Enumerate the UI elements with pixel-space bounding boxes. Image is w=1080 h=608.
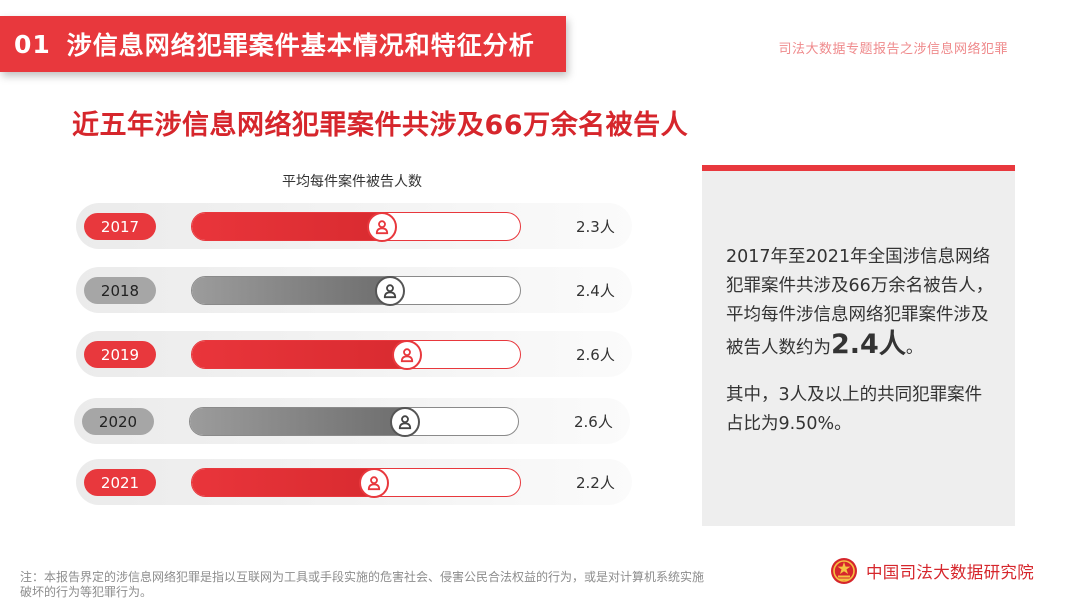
info-paragraph: 2017年至2021年全国涉信息网络犯罪案件共涉及66万余名被告人，平均每件涉信… <box>726 243 996 363</box>
value-label: 2.4人 <box>576 282 615 300</box>
footnote: 注：本报告界定的涉信息网络犯罪是指以互联网为工具或手段实施的危害社会、侵害公民合… <box>20 570 705 599</box>
bar-track <box>191 468 521 498</box>
info-text-before: 2017年至2021年全国涉信息网络犯罪案件共涉及66万余名被告人，平均每件涉信… <box>726 247 994 358</box>
bar-fill <box>190 408 405 435</box>
page-subtitle: 近五年涉信息网络犯罪案件共涉及66万余名被告人 <box>72 110 689 141</box>
info-box: 2017年至2021年全国涉信息网络犯罪案件共涉及66万余名被告人，平均每件涉信… <box>702 165 1015 526</box>
person-icon <box>389 407 420 437</box>
year-label: 2021 <box>84 469 156 496</box>
bar-fill <box>192 469 374 496</box>
person-icon <box>375 276 405 306</box>
bar-track <box>191 276 521 306</box>
org-logo: 中国司法大数据研究院 <box>830 556 1034 586</box>
person-icon <box>366 212 397 242</box>
bar-track <box>191 212 521 242</box>
section-number: 01 <box>14 29 51 59</box>
info-text-after: 。 <box>905 338 924 358</box>
bar-fill <box>192 341 407 368</box>
person-icon <box>391 340 422 370</box>
chart-row-2017: 2017 2.3人 <box>76 203 632 249</box>
year-label: 2019 <box>84 341 156 368</box>
year-label: 2020 <box>82 408 154 435</box>
org-name: 中国司法大数据研究院 <box>866 563 1034 582</box>
value-label: 2.2人 <box>576 474 615 492</box>
court-emblem-icon <box>831 558 857 584</box>
section-title: 涉信息网络犯罪案件基本情况和特征分析 <box>66 31 535 60</box>
chart-row-2019: 2019 2.6人 <box>76 331 632 377</box>
year-label: 2017 <box>84 213 156 240</box>
chart-title: 平均每件案件被告人数 <box>282 174 422 190</box>
bar-track <box>191 340 521 370</box>
chart-row-2021: 2021 2.2人 <box>76 459 632 505</box>
year-label: 2018 <box>84 277 156 304</box>
report-caption: 司法大数据专题报告之涉信息网络犯罪 <box>778 42 1008 57</box>
bar-fill <box>192 213 382 240</box>
value-label: 2.6人 <box>574 413 613 431</box>
info-paragraph-2: 其中，3人及以上的共同犯罪案件占比为9.50%。 <box>726 385 983 434</box>
person-icon <box>358 468 389 498</box>
bar-track <box>189 407 519 437</box>
bar-fill <box>192 277 390 304</box>
chart-row-2018: 2018 2.4人 <box>76 267 632 313</box>
value-label: 2.3人 <box>576 218 615 236</box>
info-big-value: 2.4人 <box>831 329 906 360</box>
chart-row-2020: 2020 2.6人 <box>74 398 630 444</box>
header-banner: 01 涉信息网络犯罪案件基本情况和特征分析 <box>0 16 566 72</box>
value-label: 2.6人 <box>576 346 615 364</box>
